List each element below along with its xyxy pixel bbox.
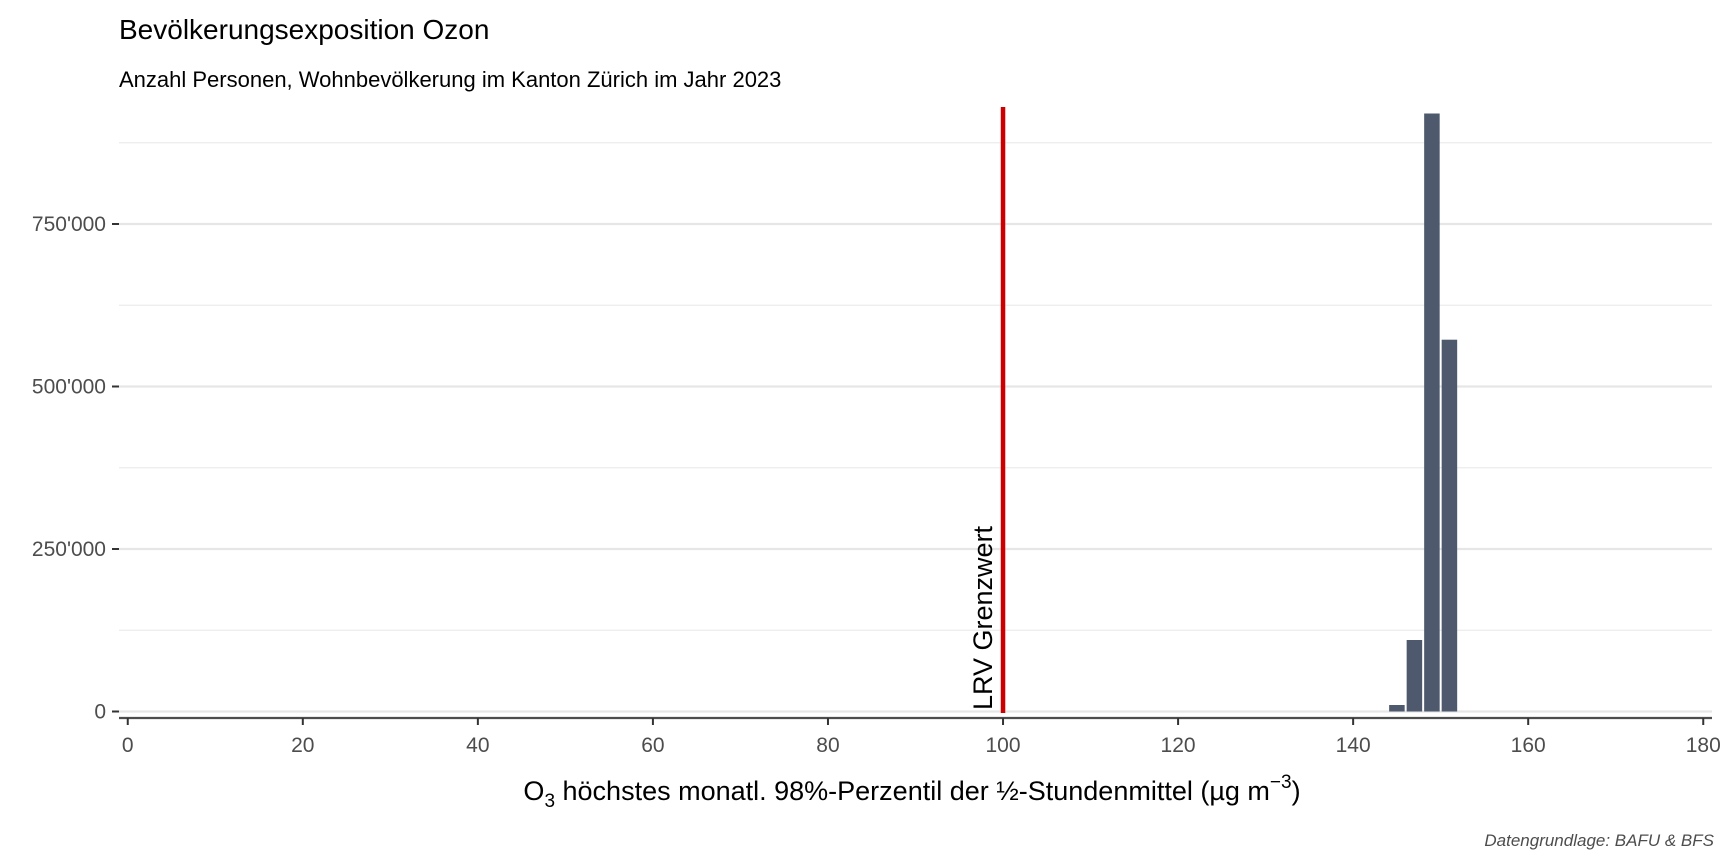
reference-line-group: LRV Grenzwert [968, 107, 1006, 713]
chart-subtitle: Anzahl Personen, Wohnbevölkerung im Kant… [119, 67, 781, 92]
y-tick-label: 0 [94, 701, 106, 724]
x-axis-ticks: 0 20 40 60 80 100 120 140 160 180 [122, 718, 1721, 757]
x-axis-label-subscript: 3 [544, 791, 555, 812]
x-tick-label: 60 [641, 734, 664, 757]
y-axis-ticks: 0 250'000 500'000 750'000 [32, 213, 119, 724]
x-tick-label: 20 [291, 734, 314, 757]
x-tick-label: 100 [986, 734, 1021, 757]
bar [1389, 705, 1405, 712]
x-axis-label-superscript: −3 [1270, 772, 1292, 793]
x-tick-label: 0 [122, 734, 134, 757]
x-tick-label: 140 [1336, 734, 1371, 757]
y-tick-label: 750'000 [32, 213, 106, 236]
x-axis-label-middle: höchstes monatl. 98%-Perzentil der ½-Stu… [555, 776, 1270, 806]
gridlines [119, 142, 1712, 713]
x-tick-label: 120 [1161, 734, 1196, 757]
axes [119, 716, 1712, 720]
y-tick-label: 250'000 [32, 538, 106, 561]
bar [1406, 640, 1423, 712]
bars [1389, 113, 1458, 712]
x-tick-label: 80 [816, 734, 839, 757]
bar [1424, 113, 1440, 712]
x-axis-label: O3 höchstes monatl. 98%-Perzentil der ½-… [523, 772, 1300, 812]
x-tick-label: 40 [466, 734, 489, 757]
y-tick-label: 500'000 [32, 376, 106, 399]
bar [1441, 339, 1458, 712]
x-tick-label: 180 [1686, 734, 1721, 757]
x-tick-label: 160 [1511, 734, 1546, 757]
x-axis-label-suffix: ) [1292, 776, 1301, 806]
chart-caption: Datengrundlage: BAFU & BFS [1484, 831, 1714, 850]
chart-title: Bevölkerungsexposition Ozon [119, 14, 489, 45]
x-axis-label-prefix: O [523, 776, 544, 806]
reference-line-label: LRV Grenzwert [968, 525, 998, 710]
